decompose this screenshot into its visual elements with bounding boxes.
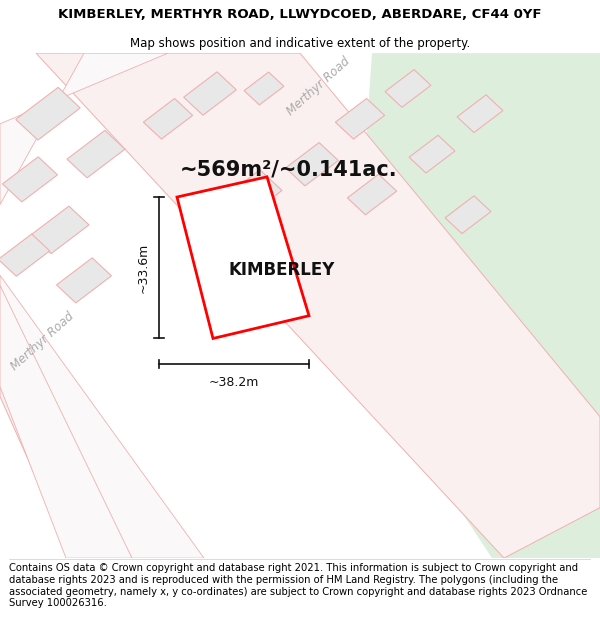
Polygon shape xyxy=(347,174,397,215)
Polygon shape xyxy=(184,72,236,115)
Polygon shape xyxy=(335,99,385,139)
Polygon shape xyxy=(286,142,338,186)
Polygon shape xyxy=(36,53,600,558)
Text: ~38.2m: ~38.2m xyxy=(209,376,259,389)
Text: KIMBERLEY, MERTHYR ROAD, LLWYDCOED, ABERDARE, CF44 0YF: KIMBERLEY, MERTHYR ROAD, LLWYDCOED, ABER… xyxy=(58,8,542,21)
Text: Contains OS data © Crown copyright and database right 2021. This information is : Contains OS data © Crown copyright and d… xyxy=(9,563,587,608)
Polygon shape xyxy=(177,177,309,339)
Text: KIMBERLEY: KIMBERLEY xyxy=(229,261,335,279)
Polygon shape xyxy=(0,276,204,558)
Polygon shape xyxy=(385,69,431,108)
Polygon shape xyxy=(56,258,112,303)
Text: ~569m²/~0.141ac.: ~569m²/~0.141ac. xyxy=(180,159,398,179)
Polygon shape xyxy=(31,206,89,254)
Polygon shape xyxy=(0,234,50,276)
Polygon shape xyxy=(0,296,132,558)
Polygon shape xyxy=(222,170,282,219)
Text: Merthyr Road: Merthyr Road xyxy=(8,309,76,372)
Polygon shape xyxy=(0,286,132,558)
Polygon shape xyxy=(457,95,503,132)
Polygon shape xyxy=(409,135,455,173)
Polygon shape xyxy=(16,88,80,140)
Polygon shape xyxy=(360,53,600,558)
Text: Merthyr Road: Merthyr Road xyxy=(284,54,352,118)
Polygon shape xyxy=(0,53,168,204)
Polygon shape xyxy=(445,196,491,234)
Polygon shape xyxy=(2,157,58,202)
Text: ~33.6m: ~33.6m xyxy=(137,242,150,293)
Polygon shape xyxy=(67,131,125,178)
Polygon shape xyxy=(143,99,193,139)
Polygon shape xyxy=(244,72,284,105)
Text: Map shows position and indicative extent of the property.: Map shows position and indicative extent… xyxy=(130,38,470,50)
